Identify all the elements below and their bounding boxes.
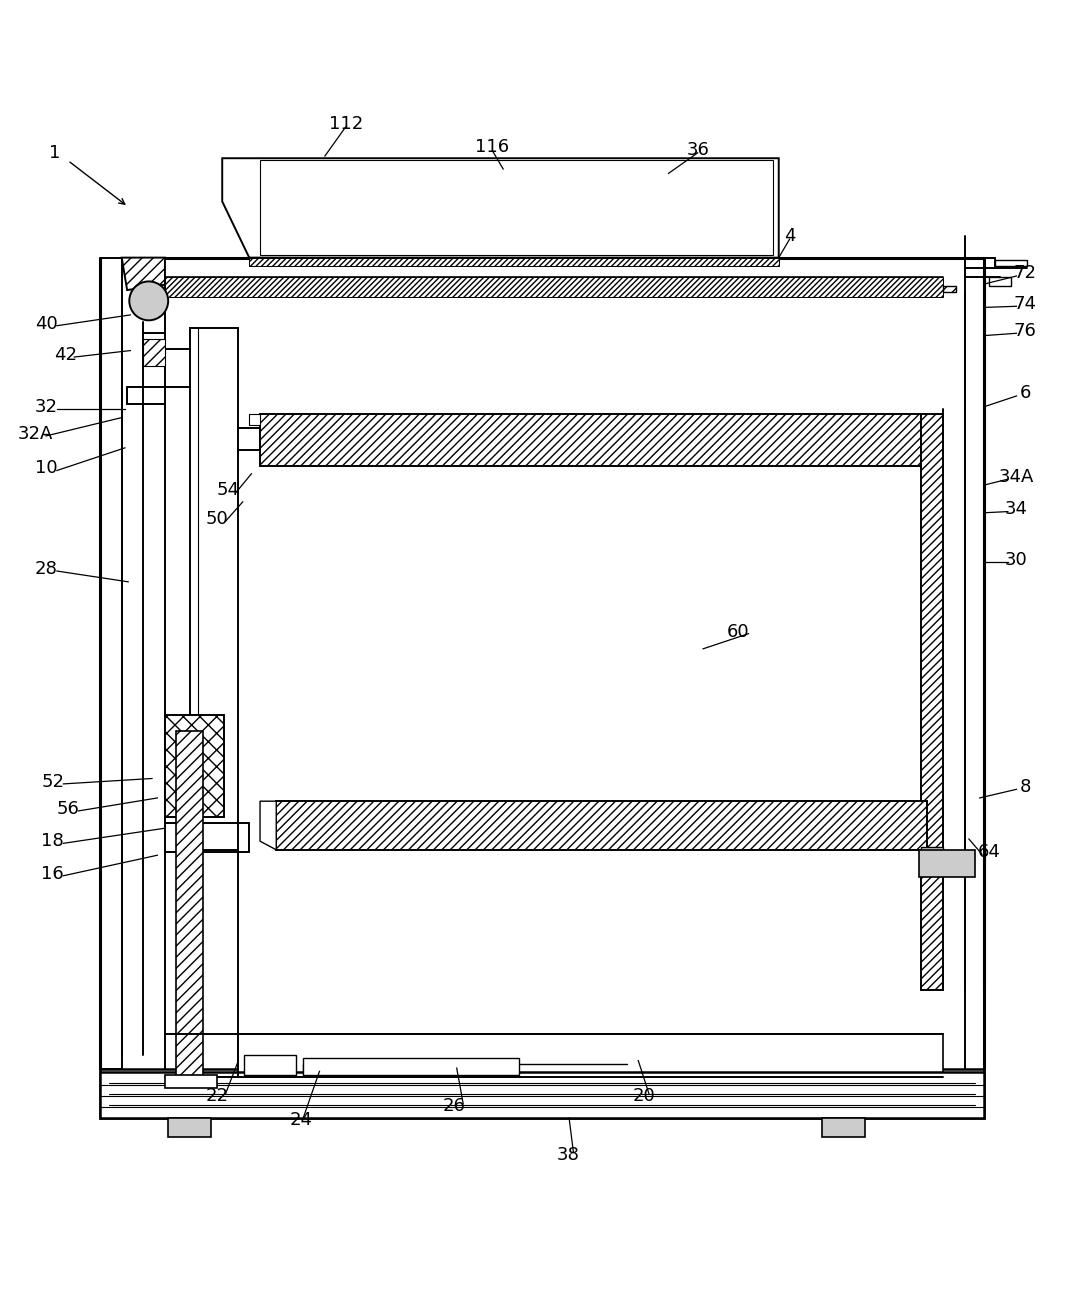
Text: 4: 4 <box>783 227 795 245</box>
Text: 22: 22 <box>206 1087 228 1105</box>
Text: 116: 116 <box>475 138 510 156</box>
Bar <box>822 1118 866 1137</box>
Bar <box>276 802 927 849</box>
Text: 18: 18 <box>41 833 64 851</box>
Text: 10: 10 <box>35 459 57 477</box>
Bar <box>303 1058 519 1075</box>
Text: 6: 6 <box>1019 384 1031 402</box>
Bar <box>143 339 164 366</box>
Text: 52: 52 <box>41 772 64 790</box>
Bar <box>168 1118 211 1137</box>
Polygon shape <box>260 802 276 849</box>
Bar <box>260 414 922 467</box>
Text: 30: 30 <box>1005 552 1028 570</box>
Bar <box>922 847 944 862</box>
Bar <box>238 1034 944 1076</box>
Text: 56: 56 <box>56 799 79 817</box>
Polygon shape <box>121 258 164 290</box>
Text: 16: 16 <box>41 865 64 883</box>
Bar <box>101 1069 984 1118</box>
Bar <box>189 327 238 849</box>
Bar <box>249 414 260 425</box>
Bar <box>175 731 202 1076</box>
Text: 60: 60 <box>726 623 749 641</box>
Bar <box>994 260 1027 267</box>
Bar <box>920 849 975 877</box>
Text: 112: 112 <box>329 115 364 133</box>
Text: 32: 32 <box>35 398 57 416</box>
Text: 64: 64 <box>978 843 1001 861</box>
Text: 28: 28 <box>35 559 57 577</box>
Text: 38: 38 <box>556 1146 580 1164</box>
Text: 24: 24 <box>290 1111 313 1129</box>
Bar <box>164 277 944 296</box>
Circle shape <box>129 281 168 321</box>
Bar <box>260 160 774 255</box>
Text: 20: 20 <box>632 1087 655 1105</box>
Text: 50: 50 <box>206 510 228 528</box>
Text: 26: 26 <box>444 1097 466 1115</box>
Bar <box>944 286 956 293</box>
Bar <box>922 414 944 990</box>
Polygon shape <box>222 159 779 258</box>
Bar <box>243 1056 295 1075</box>
Bar <box>989 277 1011 286</box>
Text: 42: 42 <box>54 345 77 363</box>
Text: 54: 54 <box>216 481 239 499</box>
Bar <box>249 258 779 267</box>
Text: 34A: 34A <box>999 468 1034 486</box>
Text: 8: 8 <box>1019 779 1031 797</box>
Bar <box>164 1075 216 1088</box>
Text: 76: 76 <box>1014 322 1037 340</box>
Bar <box>164 714 224 817</box>
Text: 1: 1 <box>49 144 61 162</box>
Text: 32A: 32A <box>17 425 53 443</box>
Text: 40: 40 <box>35 315 57 333</box>
Text: 74: 74 <box>1014 295 1037 313</box>
Text: 36: 36 <box>686 141 709 159</box>
Text: 72: 72 <box>1014 264 1037 282</box>
Bar <box>101 1072 984 1118</box>
Text: 34: 34 <box>1005 500 1028 518</box>
